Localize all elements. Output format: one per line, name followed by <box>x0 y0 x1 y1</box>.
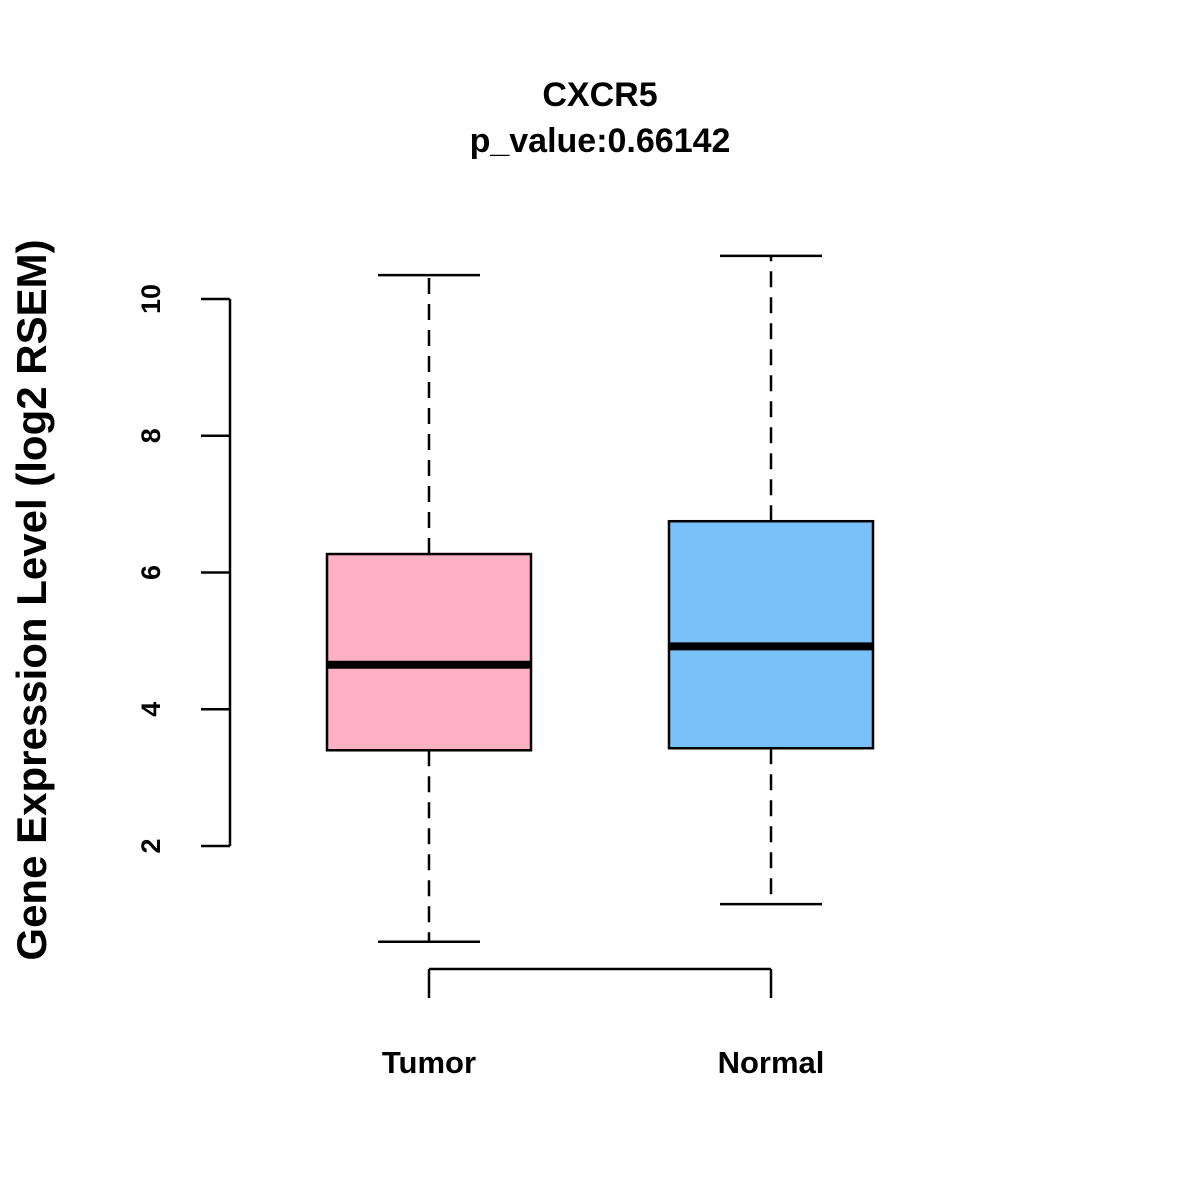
x-axis: Tumor Normal <box>382 967 825 1080</box>
normal-iqr-box <box>667 519 875 750</box>
box-normal <box>667 254 875 906</box>
box-tumor <box>325 273 533 943</box>
x-tick-label-normal: Normal <box>718 1045 825 1080</box>
y-ticks: 2 4 6 8 10 <box>136 284 230 854</box>
chart-title: CXCR5 <box>542 76 657 114</box>
x-tick-label-tumor: Tumor <box>382 1045 476 1080</box>
y-tick-label-2: 2 <box>136 838 166 853</box>
y-tick-label-8: 8 <box>136 428 166 443</box>
y-axis-label: Gene Expression Level (log2 RSEM) <box>8 239 55 960</box>
y-tick-label-4: 4 <box>136 702 166 717</box>
tumor-iqr-box <box>325 552 533 752</box>
y-tick-label-6: 6 <box>136 565 166 580</box>
boxes <box>325 254 875 943</box>
chart-subtitle: p_value:0.66142 <box>470 122 731 160</box>
y-axis: 2 4 6 8 10 <box>136 284 232 854</box>
y-tick-label-10: 10 <box>136 284 166 314</box>
